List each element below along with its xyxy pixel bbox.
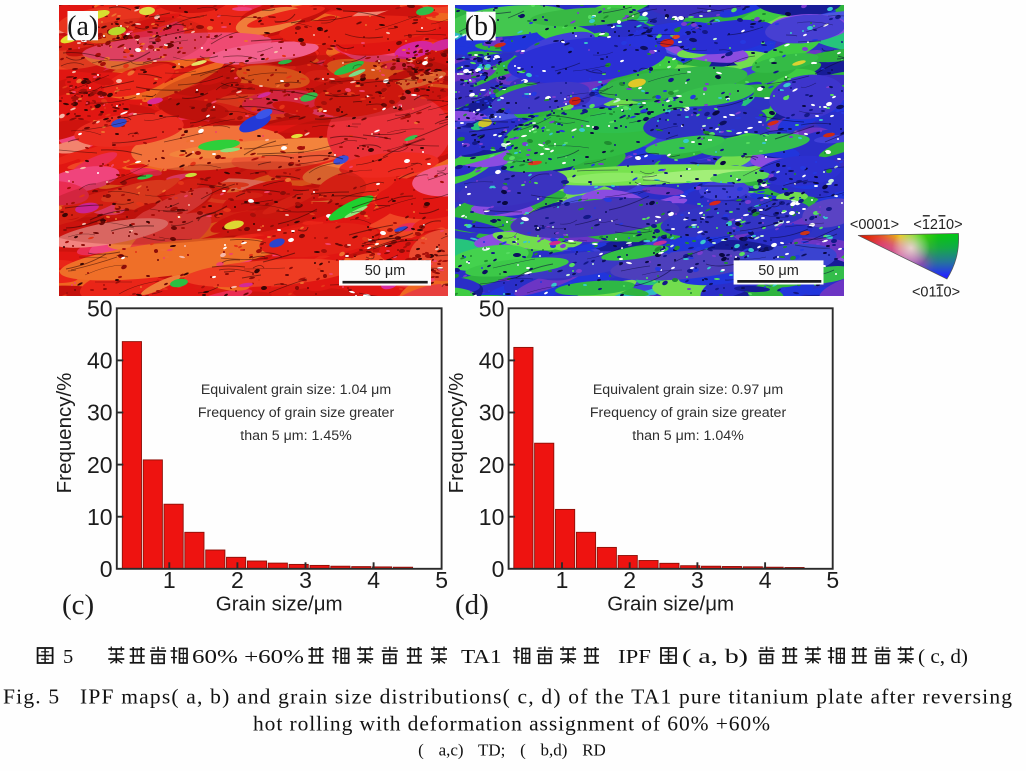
- svg-text:5: 5: [435, 567, 448, 593]
- svg-text:2: 2: [623, 567, 636, 593]
- svg-text:Frequency of grain size greate: Frequency of grain size greater: [590, 405, 787, 421]
- svg-text:60% +60%: 60% +60%: [192, 646, 304, 668]
- svg-text:Frequency of grain size greate: Frequency of grain size greater: [198, 405, 395, 421]
- svg-text:30: 30: [479, 400, 505, 426]
- svg-text:TA1: TA1: [461, 646, 502, 668]
- svg-text:30: 30: [87, 400, 113, 426]
- svg-text:3: 3: [299, 567, 312, 593]
- svg-text:4: 4: [759, 567, 772, 593]
- svg-text:than 5 μm: 1.04%: than 5 μm: 1.04%: [632, 428, 744, 444]
- svg-text:5: 5: [826, 567, 839, 593]
- svg-text:<0110>: <0110>: [912, 285, 960, 301]
- svg-text:40: 40: [479, 348, 505, 374]
- svg-text:Fig. 5 IPF maps( a, b) and: Fig. 5 IPF maps( a, b) and grain size di…: [3, 685, 1012, 709]
- svg-text:1: 1: [556, 567, 569, 593]
- svg-text:40: 40: [87, 348, 113, 374]
- svg-text:Grain size/μm: Grain size/μm: [607, 593, 734, 616]
- svg-text:50 μm: 50 μm: [758, 263, 799, 279]
- svg-text:Equivalent grain size: 1.04 μm: Equivalent grain size: 1.04 μm: [201, 382, 391, 398]
- svg-text:(b): (b): [465, 11, 498, 42]
- svg-text:hot rolling with deformation a: hot rolling with deformation assignment …: [253, 712, 770, 736]
- svg-text:( a, b): ( a, b): [682, 646, 748, 668]
- svg-text:10: 10: [87, 504, 113, 530]
- svg-text:50: 50: [479, 296, 505, 322]
- svg-text:than 5 μm: 1.45%: than 5 μm: 1.45%: [240, 428, 352, 444]
- svg-text:0: 0: [492, 556, 505, 582]
- svg-text:<0001>: <0001>: [850, 217, 899, 233]
- svg-text:( c, d): ( c, d): [918, 646, 968, 668]
- svg-text:4: 4: [367, 567, 380, 593]
- svg-text:2: 2: [231, 567, 244, 593]
- svg-text:1: 1: [163, 567, 176, 593]
- svg-text:20: 20: [87, 452, 113, 478]
- svg-text:Grain size/μm: Grain size/μm: [216, 593, 343, 616]
- svg-text:<1210>: <1210>: [913, 217, 962, 233]
- svg-text:Frequency/%: Frequency/%: [445, 373, 468, 494]
- svg-text:3: 3: [691, 567, 704, 593]
- svg-text:20: 20: [479, 452, 505, 478]
- svg-text:50: 50: [87, 296, 113, 322]
- svg-text:50 μm: 50 μm: [365, 263, 406, 279]
- svg-text:(d): (d): [455, 589, 489, 621]
- svg-text:( a,c) TD; ( b,d) RD: ( a,c) TD; ( b,d) RD: [418, 741, 606, 760]
- svg-text:Frequency/%: Frequency/%: [53, 373, 76, 494]
- svg-text:IPF: IPF: [618, 646, 651, 668]
- svg-text:(c): (c): [62, 589, 94, 621]
- svg-text:Equivalent grain size: 0.97 μm: Equivalent grain size: 0.97 μm: [593, 382, 783, 398]
- svg-text:0: 0: [100, 556, 113, 582]
- svg-text:10: 10: [479, 504, 505, 530]
- svg-text:(a): (a): [67, 11, 98, 42]
- svg-text:5: 5: [63, 646, 73, 668]
